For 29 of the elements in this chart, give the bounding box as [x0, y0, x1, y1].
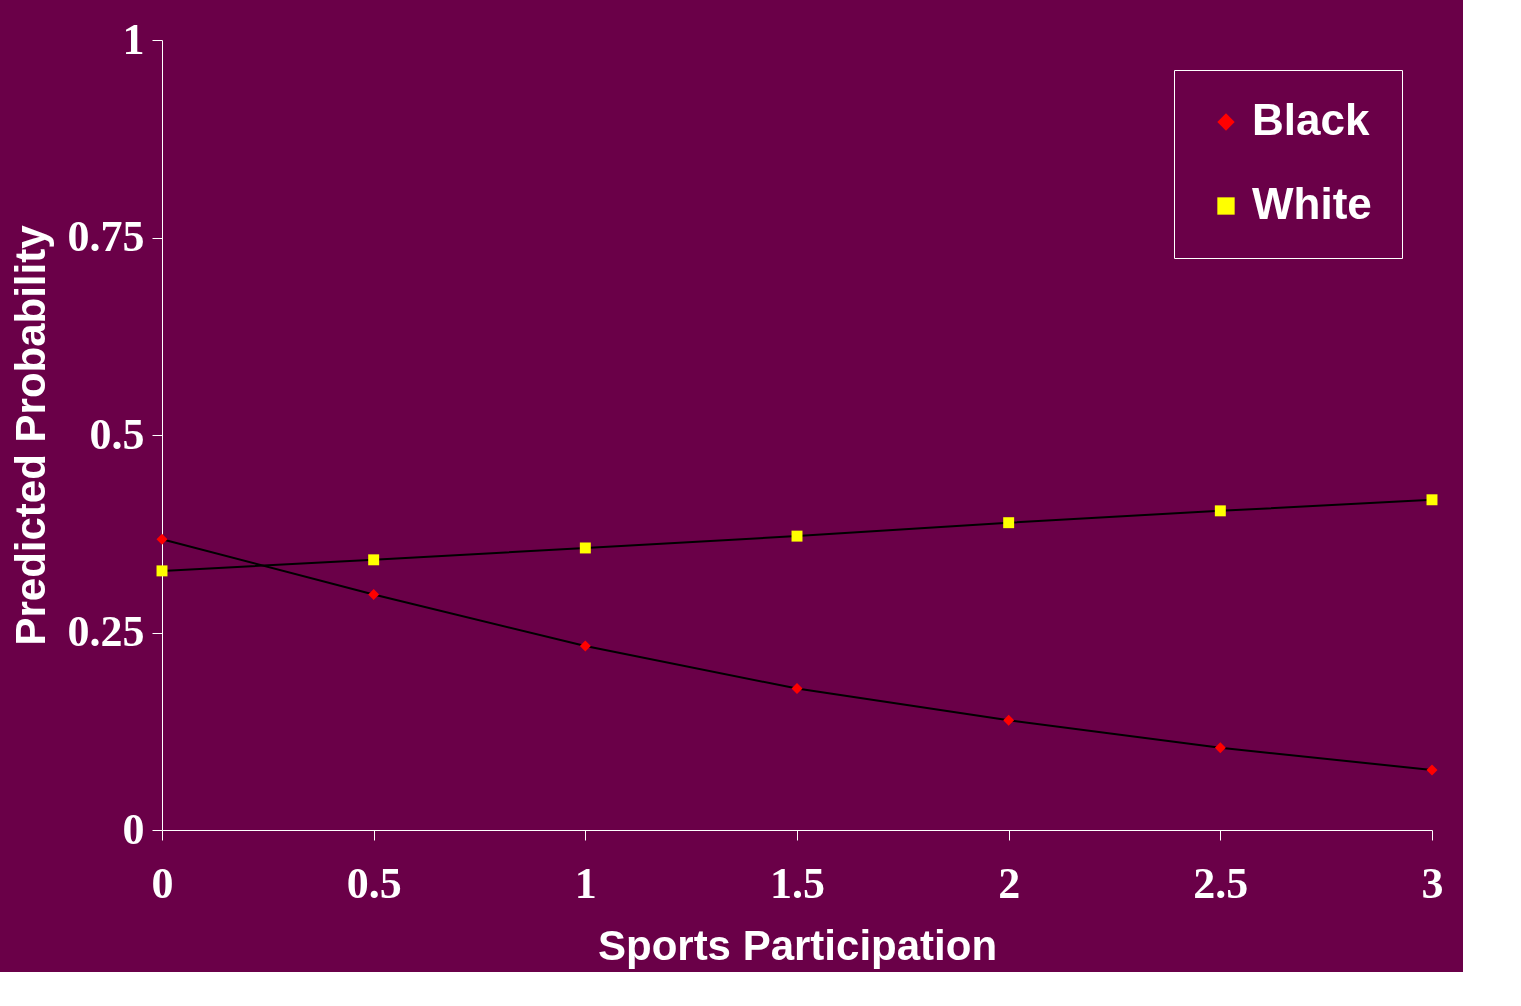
point: [579, 542, 591, 554]
point: [579, 640, 591, 652]
point: [368, 554, 380, 566]
legend-label: White: [1252, 179, 1372, 228]
x-tick-label: 1: [574, 858, 597, 908]
x-tick-label: 2: [998, 858, 1021, 908]
point: [1426, 764, 1438, 776]
x-tick-label: 2.5: [1193, 858, 1249, 908]
point: [1003, 714, 1015, 726]
point: [156, 565, 168, 577]
x-tick-label: 3: [1421, 858, 1444, 908]
point: [1214, 742, 1226, 754]
y-axis-title: Predicted Probability: [6, 224, 54, 646]
x-tick-label: 0.5: [346, 858, 402, 908]
point: [1003, 517, 1015, 529]
point: [1214, 505, 1226, 517]
legend-label: Black: [1252, 95, 1370, 144]
point: [1426, 494, 1438, 506]
point: [368, 589, 380, 601]
point: [791, 683, 803, 695]
y-tick-label: 1: [122, 14, 145, 64]
y-tick-label: 0: [122, 804, 145, 854]
y-tick-label: 0.5: [89, 409, 145, 459]
y-tick-label: 0.25: [67, 607, 145, 656]
point: [791, 530, 803, 542]
x-axis-title: Sports Participation: [597, 921, 998, 969]
y-tick-label: 0.75: [67, 212, 145, 261]
x-tick-label: 1.5: [770, 858, 825, 908]
point: [156, 533, 168, 545]
